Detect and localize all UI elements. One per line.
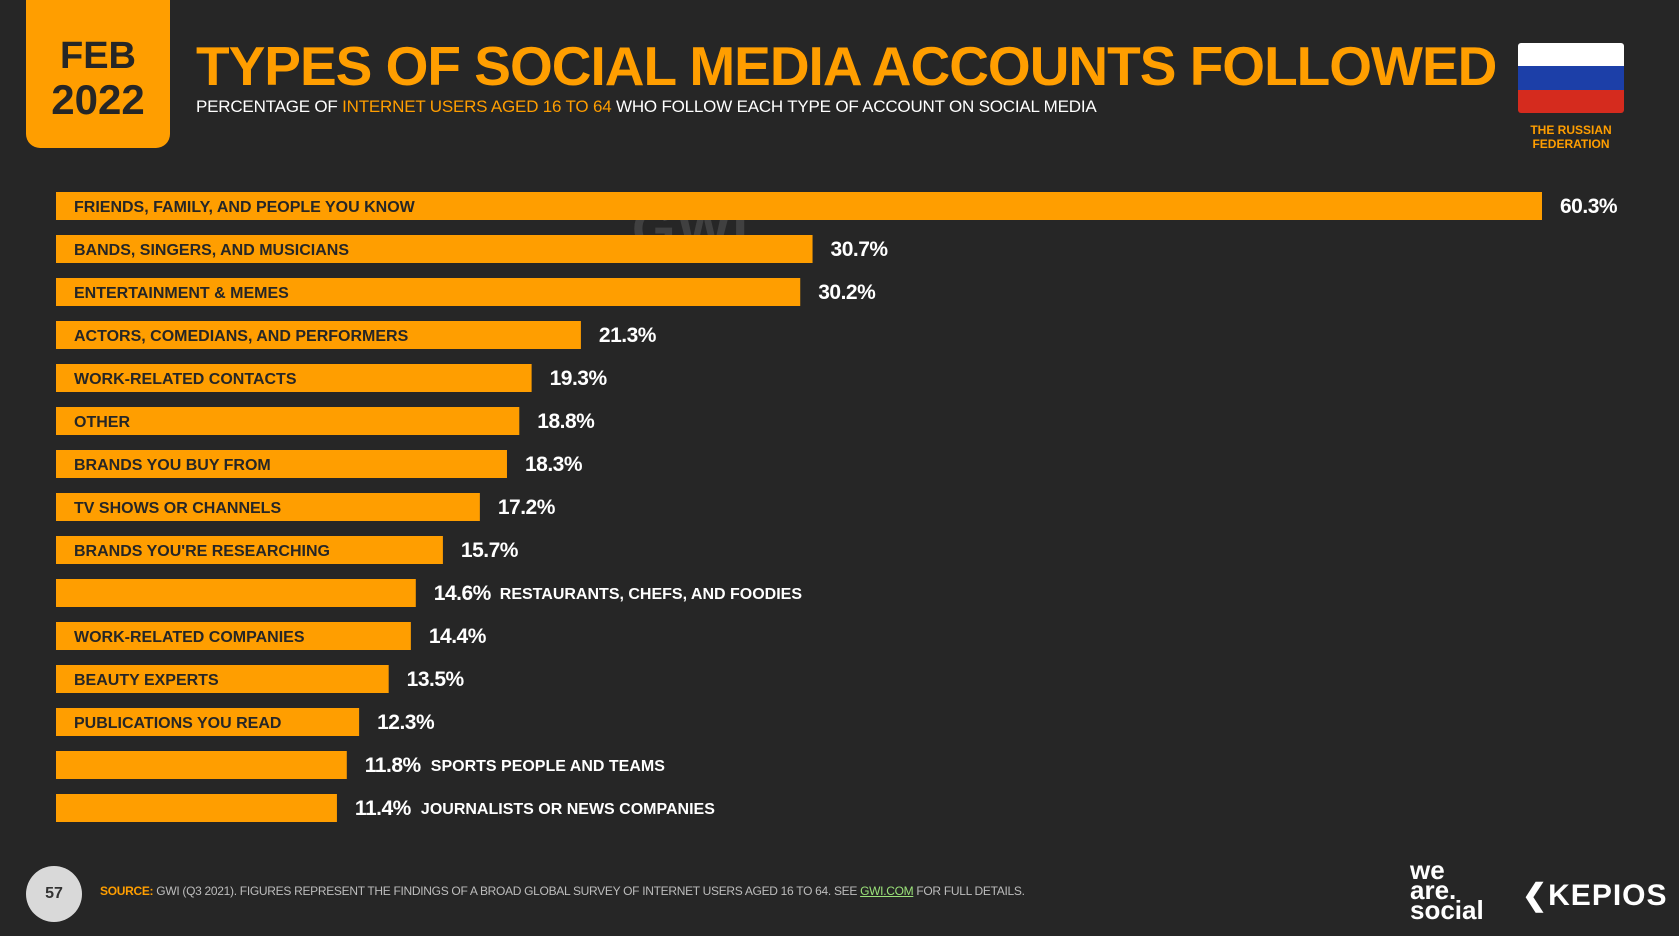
country-line2: FEDERATION <box>1532 137 1610 151</box>
category-label-11: BEAUTY EXPERTS <box>74 672 219 689</box>
bar-3 <box>56 321 581 349</box>
page-title: TYPES OF SOCIAL MEDIA ACCOUNTS FOLLOWED <box>196 35 1497 97</box>
category-label-2: ENTERTAINMENT & MEMES <box>74 285 289 302</box>
we-are-social-logo: we are. social <box>1410 855 1484 925</box>
category-label-12: PUBLICATIONS YOU READ <box>74 715 281 732</box>
bar-4 <box>56 364 532 392</box>
bar-9 <box>56 579 416 607</box>
bar-chart: 60.3% FRIENDS, FAMILY, AND PEOPLE YOU KNO… <box>56 192 1618 822</box>
russia-flag-icon <box>1518 43 1624 113</box>
bar-2 <box>56 278 801 306</box>
country-line1: THE RUSSIAN <box>1530 123 1612 137</box>
logo-line2: are. <box>1410 875 1457 905</box>
value-label-13: 11.8% <box>365 754 422 777</box>
value-label-7: 17.2% <box>498 496 556 519</box>
value-label-0: 60.3% <box>1560 195 1618 218</box>
category-label-5: OTHER <box>74 414 130 431</box>
value-label-2: 30.2% <box>818 281 876 304</box>
category-label-14: JOURNALISTS OR NEWS COMPANIES <box>421 801 715 818</box>
category-label-0: FRIENDS, FAMILY, AND PEOPLE YOU KNOW <box>74 199 416 216</box>
value-label-5: 18.8% <box>537 410 595 433</box>
category-label-13: SPORTS PEOPLE AND TEAMS <box>431 758 665 775</box>
subtitle-highlight: INTERNET USERS AGED 16 TO 64 <box>342 97 612 116</box>
value-label-14: 11.4% <box>355 797 412 820</box>
logo-line3: social <box>1410 895 1484 925</box>
category-label-6: BRANDS YOU BUY FROM <box>74 457 271 474</box>
value-label-11: 13.5% <box>407 668 465 691</box>
category-label-10: WORK-RELATED COMPANIES <box>74 629 305 646</box>
value-label-8: 15.7% <box>461 539 519 562</box>
flag-stripe-red <box>1518 89 1624 113</box>
source-note: SOURCE: GWI (Q3 2021). FIGURES REPRESENT… <box>100 884 1025 898</box>
category-label-8: BRANDS YOU'RE RESEARCHING <box>74 543 330 560</box>
bar-1 <box>56 235 813 263</box>
flag-stripe-blue <box>1518 66 1624 90</box>
flag-stripe-white <box>1518 43 1624 67</box>
logo-line1: we <box>1410 855 1445 885</box>
kepios-text: KEPIOS <box>1548 879 1668 912</box>
category-label-9: RESTAURANTS, CHEFS, AND FOODIES <box>500 586 803 603</box>
date-year: 2022 <box>51 76 145 123</box>
value-label-10: 14.4% <box>429 625 487 648</box>
bar-6 <box>56 450 507 478</box>
bar-10 <box>56 622 411 650</box>
bar-0 <box>56 192 1542 220</box>
page-number: 57 <box>26 866 82 922</box>
bar-5 <box>56 407 520 435</box>
value-label-1: 30.7% <box>831 238 889 261</box>
value-label-4: 19.3% <box>550 367 608 390</box>
subtitle-pre: PERCENTAGE OF <box>196 97 343 116</box>
category-label-7: TV SHOWS OR CHANNELS <box>74 500 281 517</box>
category-label-1: BANDS, SINGERS, AND MUSICIANS <box>74 242 349 259</box>
value-label-3: 21.3% <box>599 324 657 347</box>
source-link[interactable]: GWI.COM <box>860 884 914 898</box>
category-label-4: WORK-RELATED CONTACTS <box>74 371 297 388</box>
kepios-logo: ❮KEPIOS <box>1522 879 1668 912</box>
country-name: THE RUSSIAN FEDERATION <box>1500 123 1642 151</box>
bar-7 <box>56 493 480 521</box>
bar-12 <box>56 708 360 736</box>
source-tail: FOR FULL DETAILS. <box>913 884 1025 898</box>
page-subtitle: PERCENTAGE OF INTERNET USERS AGED 16 TO … <box>196 97 1097 117</box>
bar-14 <box>56 794 337 822</box>
source-label: SOURCE: <box>100 884 154 898</box>
value-label-9: 14.6% <box>434 582 492 605</box>
date-tab: FEB 2022 <box>26 0 170 148</box>
category-label-3: ACTORS, COMEDIANS, AND PERFORMERS <box>74 328 409 345</box>
value-label-12: 12.3% <box>377 711 435 734</box>
date-month: FEB <box>60 35 136 77</box>
bar-13 <box>56 751 347 779</box>
subtitle-post: WHO FOLLOW EACH TYPE OF ACCOUNT ON SOCIA… <box>611 97 1097 116</box>
source-text: GWI (Q3 2021). FIGURES REPRESENT THE FIN… <box>153 884 861 898</box>
value-label-6: 18.3% <box>525 453 583 476</box>
bar-11 <box>56 665 389 693</box>
bar-8 <box>56 536 443 564</box>
